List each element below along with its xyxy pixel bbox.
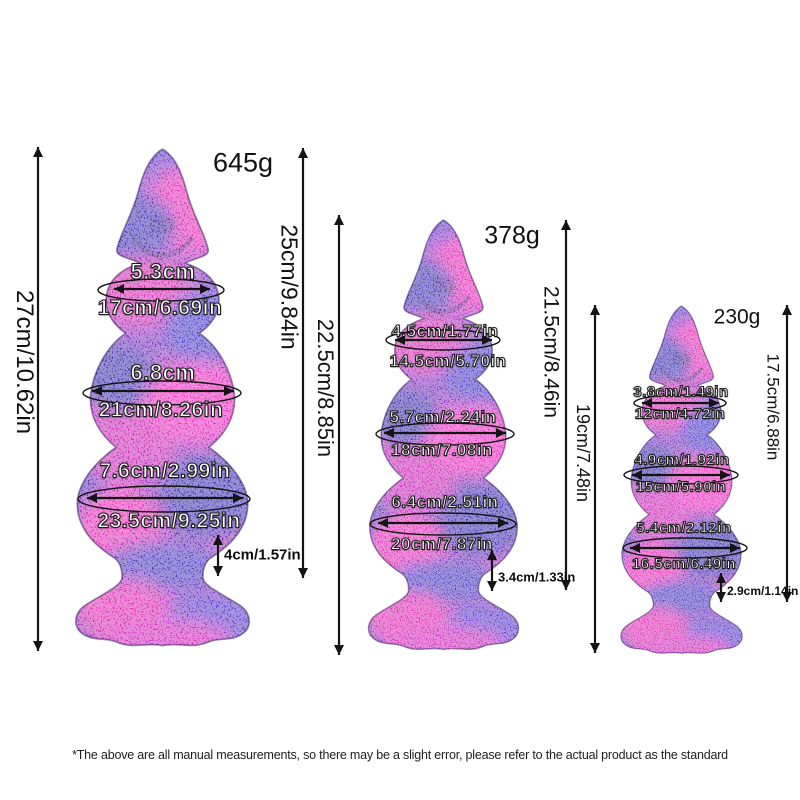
- middle-length-label-large: 25cm/9.84in: [276, 224, 303, 350]
- diameter-label: 4.9cm/1.92in: [634, 451, 730, 469]
- weight-label-medium: 378g: [484, 221, 540, 250]
- base-height-label-large: 4cm/1.57in: [224, 546, 301, 564]
- diameter-label: 4.5cm/1.77in: [391, 321, 499, 341]
- circumference-label: 16.5cm/6.49in: [631, 555, 737, 573]
- diameter-label: 6.4cm/2.51in: [391, 492, 499, 512]
- diameter-label: 7.6cm/2.99in: [99, 459, 231, 483]
- diameter-label: 5.3cm: [130, 259, 196, 284]
- disclaimer-text: *The above are all manual measurements, …: [72, 748, 728, 762]
- circumference-label: 21cm/8.26in: [98, 398, 224, 422]
- base-height-label-small: 2.9cm/1.14in: [727, 584, 799, 598]
- circumference-label: 17cm/6.69in: [97, 296, 223, 320]
- circumference-label: 12cm/4.72in: [634, 405, 726, 423]
- diameter-label: 3.8cm/1.49in: [633, 383, 729, 401]
- circumference-label: 20cm/7.87in: [390, 534, 493, 554]
- weight-label-small: 230g: [713, 305, 761, 329]
- inner-length-label-large: 22.5cm/8.85in: [313, 318, 338, 458]
- total-length-label-medium: 21.5cm/8.46in: [539, 286, 563, 418]
- diameter-label: 6.8cm: [130, 360, 196, 385]
- inner-length-label-medium: 19cm/7.48in: [573, 403, 593, 503]
- weight-label-large: 645g: [212, 147, 274, 178]
- diameter-label: 5.7cm/2.24in: [389, 407, 497, 427]
- total-length-label-large: 27cm/10.62in: [11, 289, 38, 435]
- diameter-label: 5.4cm/2.12in: [636, 519, 732, 537]
- circumference-label: 15cm/5.90in: [635, 478, 727, 496]
- circumference-label: 14.5cm/5.70in: [389, 351, 507, 371]
- circumference-label: 18cm/7.08in: [390, 440, 493, 460]
- base-height-label-medium: 3.4cm/1.33in: [498, 569, 576, 585]
- circumference-label: 23.5cm/9.25in: [97, 509, 241, 533]
- total-length-label-small: 17.5cm/6.88in: [763, 353, 783, 461]
- product-photo-medium: [360, 217, 527, 657]
